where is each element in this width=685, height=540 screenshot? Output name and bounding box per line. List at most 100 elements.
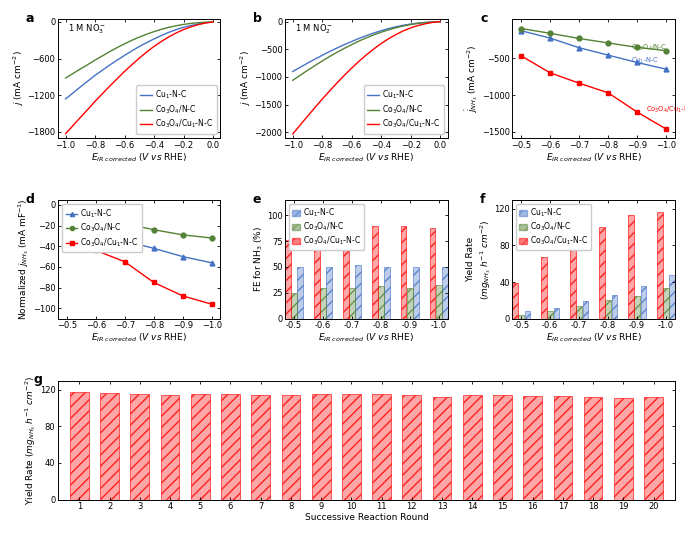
Bar xyxy=(401,226,406,319)
Bar xyxy=(401,226,406,319)
Bar xyxy=(70,393,89,500)
Bar xyxy=(436,285,442,319)
Bar xyxy=(582,301,588,319)
Bar xyxy=(553,308,560,319)
Text: Cu$_1$-N-C: Cu$_1$-N-C xyxy=(632,56,659,66)
Text: Co$_3$O$_4$/Cu$_1$-N-C: Co$_3$O$_4$/Cu$_1$-N-C xyxy=(646,105,685,115)
Bar xyxy=(669,275,675,319)
Bar xyxy=(291,293,297,319)
Bar xyxy=(663,288,669,319)
Text: e: e xyxy=(253,193,262,206)
Bar xyxy=(663,288,669,319)
Bar xyxy=(413,267,419,319)
Bar xyxy=(70,393,89,500)
Bar xyxy=(605,300,611,319)
Bar xyxy=(584,397,603,500)
Bar xyxy=(282,395,300,500)
X-axis label: Successive Reaction Round: Successive Reaction Round xyxy=(305,512,428,522)
X-axis label: $E_{IR\ corrected}$ ($V$ $vs$ RHE): $E_{IR\ corrected}$ ($V$ $vs$ RHE) xyxy=(319,151,414,164)
Bar xyxy=(634,296,640,319)
Y-axis label: $\dot{j}_{NH_3}$ (mA cm$^{-2}$): $\dot{j}_{NH_3}$ (mA cm$^{-2}$) xyxy=(464,44,480,113)
Y-axis label: Yield Rate ($mg_{NH_3}$ $h^{-1}$ $cm^{-2}$): Yield Rate ($mg_{NH_3}$ $h^{-1}$ $cm^{-2… xyxy=(23,375,38,504)
Bar xyxy=(161,395,179,500)
Bar xyxy=(291,293,297,319)
Bar xyxy=(314,226,320,319)
Bar xyxy=(493,395,512,500)
Bar xyxy=(297,267,303,319)
Bar xyxy=(356,265,361,319)
Bar xyxy=(463,395,482,500)
Text: f: f xyxy=(480,193,486,206)
Bar xyxy=(612,295,617,319)
Bar xyxy=(644,397,663,500)
Bar xyxy=(320,288,326,319)
Bar xyxy=(342,394,361,500)
Bar xyxy=(493,395,512,500)
Bar xyxy=(523,396,542,500)
Text: c: c xyxy=(480,12,488,25)
Legend: Cu$_1$-N-C, Co$_3$O$_4$/N-C, Co$_3$O$_4$/Cu$_1$-N-C: Cu$_1$-N-C, Co$_3$O$_4$/N-C, Co$_3$O$_4$… xyxy=(516,204,591,250)
Bar xyxy=(523,396,542,500)
Bar xyxy=(576,306,582,319)
Bar xyxy=(221,394,240,500)
Bar xyxy=(525,312,530,319)
Bar xyxy=(570,239,575,319)
Bar xyxy=(372,394,391,500)
Bar xyxy=(378,286,384,319)
Bar xyxy=(285,240,290,319)
Y-axis label: FE for NH$_3$ (%): FE for NH$_3$ (%) xyxy=(253,226,266,292)
Bar xyxy=(627,215,634,319)
Text: d: d xyxy=(26,193,35,206)
Bar xyxy=(407,288,413,319)
Bar xyxy=(342,394,361,500)
Bar xyxy=(403,395,421,500)
Bar xyxy=(634,296,640,319)
Bar xyxy=(327,267,332,319)
Bar xyxy=(614,398,633,500)
Bar xyxy=(413,267,419,319)
Y-axis label: Normalized $j_{NH_3}$ (mA mF$^{-1}$): Normalized $j_{NH_3}$ (mA mF$^{-1}$) xyxy=(16,198,32,320)
Bar xyxy=(342,226,349,319)
Text: 1 M NO$_3^-$: 1 M NO$_3^-$ xyxy=(68,23,106,36)
Bar xyxy=(599,227,605,319)
Bar xyxy=(378,286,384,319)
Bar xyxy=(251,395,270,500)
Text: b: b xyxy=(253,12,262,25)
Bar xyxy=(342,226,349,319)
Bar xyxy=(443,267,448,319)
Bar xyxy=(282,395,300,500)
Bar xyxy=(130,394,149,500)
Y-axis label: $j$ (mA cm$^{-2}$): $j$ (mA cm$^{-2}$) xyxy=(12,51,26,106)
Bar xyxy=(640,286,647,319)
Bar xyxy=(576,306,582,319)
Bar xyxy=(191,394,210,500)
Bar xyxy=(349,288,355,319)
Bar xyxy=(512,283,518,319)
Bar xyxy=(657,212,662,319)
Bar xyxy=(547,312,553,319)
Text: g: g xyxy=(34,373,42,387)
X-axis label: $E_{IR\ corrected}$ ($V$ $vs$ RHE): $E_{IR\ corrected}$ ($V$ $vs$ RHE) xyxy=(91,332,188,345)
Bar xyxy=(349,288,355,319)
Bar xyxy=(627,215,634,319)
Bar xyxy=(429,228,436,319)
Bar xyxy=(407,288,413,319)
Bar xyxy=(657,212,662,319)
Legend: Cu$_1$-N-C, Co$_3$O$_4$/N-C, Co$_3$O$_4$/Cu$_1$-N-C: Cu$_1$-N-C, Co$_3$O$_4$/N-C, Co$_3$O$_4$… xyxy=(364,85,444,134)
Bar xyxy=(519,315,524,319)
Bar xyxy=(582,301,588,319)
Text: 1 M NO$_2^-$: 1 M NO$_2^-$ xyxy=(295,23,334,36)
Bar xyxy=(669,275,675,319)
Text: Co$_3$O$_4$/N-C: Co$_3$O$_4$/N-C xyxy=(632,43,667,53)
Legend: Cu$_1$-N-C, Co$_3$O$_4$/N-C, Co$_3$O$_4$/Cu$_1$-N-C: Cu$_1$-N-C, Co$_3$O$_4$/N-C, Co$_3$O$_4$… xyxy=(289,204,364,250)
Bar xyxy=(314,226,320,319)
Bar xyxy=(100,393,119,500)
Bar xyxy=(433,397,451,500)
Bar xyxy=(433,397,451,500)
Bar xyxy=(612,295,617,319)
Y-axis label: $j$ (mA cm$^{-2}$): $j$ (mA cm$^{-2}$) xyxy=(239,51,253,106)
Bar xyxy=(372,394,391,500)
Bar xyxy=(553,396,572,500)
Bar xyxy=(100,393,119,500)
Bar xyxy=(605,300,611,319)
